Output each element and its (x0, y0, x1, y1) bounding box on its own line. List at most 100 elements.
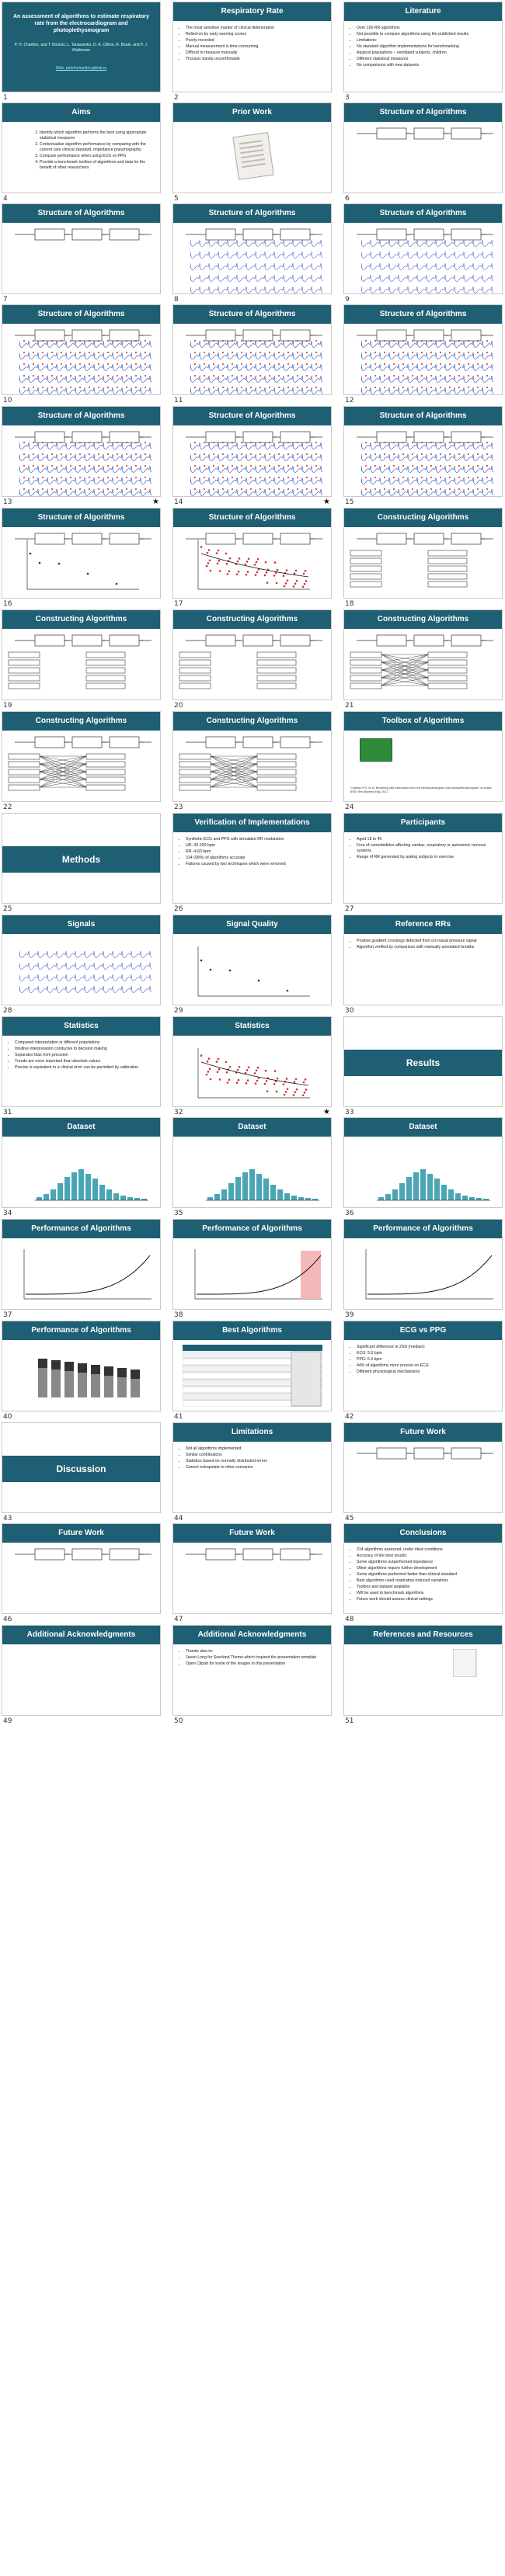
slide-cell[interactable]: Future Work 47 (172, 1523, 332, 1626)
slide-thumbnail[interactable]: Constructing Algorithms (172, 711, 332, 802)
slide-cell[interactable]: An assessment of algorithms to estimate … (2, 2, 161, 104)
slide-cell[interactable]: Dataset 36 (343, 1117, 503, 1220)
slide-cell[interactable]: Future Work 45 (343, 1422, 503, 1525)
slide-thumbnail[interactable]: Future Work (172, 1523, 332, 1614)
slide-thumbnail[interactable]: Structure of Algorithms (2, 406, 161, 497)
slide-thumbnail[interactable]: Literature Over 100 RR algorithmsNot poss… (343, 2, 503, 92)
slide-thumbnail[interactable]: Signals (2, 915, 161, 1005)
slide-cell[interactable]: Dataset 35 (172, 1117, 332, 1220)
star-icon[interactable]: ★ (323, 1108, 330, 1116)
slide-thumbnail[interactable]: Structure of Algorithms (343, 304, 503, 395)
slide-thumbnail[interactable]: Constructing Algorithms (343, 508, 503, 599)
toolbox-icon[interactable] (360, 738, 392, 762)
slide-cell[interactable]: Methods 25 (2, 813, 161, 915)
slide-cell[interactable]: Future Work 46 (2, 1523, 161, 1626)
slide-thumbnail[interactable]: Conclusions 314 algorithms assessed, unde… (343, 1523, 503, 1614)
slide-cell[interactable]: Structure of Algorithms 9 (343, 203, 503, 306)
slide-cell[interactable]: Best Algorithms 41 (172, 1321, 332, 1423)
slide-cell[interactable]: Statistics 32 ★ (172, 1016, 332, 1119)
slide-thumbnail[interactable]: Dataset (343, 1117, 503, 1208)
slide-thumbnail[interactable]: Participants Aged 18 to 45Free of comorbi… (343, 813, 503, 904)
slide-thumbnail[interactable]: Aims Identify which algorithm performs th… (2, 102, 161, 193)
slide-cell[interactable]: Dataset 34 (2, 1117, 161, 1220)
slide-thumbnail[interactable]: An assessment of algorithms to estimate … (2, 2, 161, 92)
slide-cell[interactable]: Verification of Implementations Synthetic… (172, 813, 332, 915)
slide-cell[interactable]: Constructing Algorithms 19 (2, 609, 161, 712)
slide-cell[interactable]: Limitations Not all algorithms implemente… (172, 1422, 332, 1525)
star-icon[interactable]: ★ (152, 498, 159, 506)
slide-thumbnail[interactable]: Additional Acknowledgments (2, 1625, 161, 1716)
slide-thumbnail[interactable]: Respiratory Rate The most sensitive marke… (172, 2, 332, 92)
slide-thumbnail[interactable]: Constructing Algorithms (2, 609, 161, 700)
slide-thumbnail[interactable]: Statistics (172, 1016, 332, 1107)
slide-cell[interactable]: Constructing Algorithms 21 (343, 609, 503, 712)
slide-cell[interactable]: Constructing Algorithms 18 (343, 508, 503, 610)
slide-thumbnail[interactable]: Verification of Implementations Synthetic… (172, 813, 332, 904)
star-icon[interactable]: ★ (323, 498, 330, 506)
slide-thumbnail[interactable]: Limitations Not all algorithms implemente… (172, 1422, 332, 1513)
slide-cell[interactable]: Constructing Algorithms 22 (2, 711, 161, 814)
slide-cell[interactable]: Signal Quality 29 (172, 915, 332, 1017)
slide-thumbnail[interactable]: Reference RRs Positive gradient crossings… (343, 915, 503, 1005)
slide-cell[interactable]: Structure of Algorithms 17 (172, 508, 332, 610)
slide-cell[interactable]: Participants Aged 18 to 45Free of comorbi… (343, 813, 503, 915)
slide-thumbnail[interactable]: Constructing Algorithms (343, 609, 503, 700)
slide-cell[interactable]: Structure of Algorithms 11 (172, 304, 332, 407)
slide-cell[interactable]: Structure of Algorithms 10 (2, 304, 161, 407)
slide-cell[interactable]: Performance of Algorithms 38 (172, 1219, 332, 1321)
slide-cell[interactable]: Reference RRs Positive gradient crossings… (343, 915, 503, 1017)
slide-thumbnail[interactable]: Constructing Algorithms (172, 609, 332, 700)
slide-cell[interactable]: Structure of Algorithms 12 (343, 304, 503, 407)
slide-thumbnail[interactable]: Performance of Algorithms (2, 1219, 161, 1310)
slide-thumbnail[interactable]: Constructing Algorithms (2, 711, 161, 802)
slide-cell[interactable]: Constructing Algorithms 23 (172, 711, 332, 814)
slide-thumbnail[interactable]: Future Work (2, 1523, 161, 1614)
slide-thumbnail[interactable]: Structure of Algorithms (2, 203, 161, 294)
slide-cell[interactable]: Performance of Algorithms 39 (343, 1219, 503, 1321)
slide-cell[interactable]: Respiratory Rate The most sensitive marke… (172, 2, 332, 104)
slide-cell[interactable]: ECG vs PPG Significant difference in 2SD … (343, 1321, 503, 1423)
slide-cell[interactable]: Results 33 (343, 1016, 503, 1119)
slide-cell[interactable]: Performance of Algorithms 37 (2, 1219, 161, 1321)
slide-link[interactable]: Web: peterhcharlton.github.io (55, 66, 107, 71)
slide-thumbnail[interactable]: Structure of Algorithms (172, 203, 332, 294)
slide-cell[interactable]: Aims Identify which algorithm performs th… (2, 102, 161, 205)
slide-thumbnail[interactable]: Signal Quality (172, 915, 332, 1005)
slide-cell[interactable]: Additional Acknowledgments 49 (2, 1625, 161, 1727)
slide-cell[interactable]: Signals 28 (2, 915, 161, 1017)
slide-thumbnail[interactable]: Future Work (343, 1422, 503, 1513)
slide-thumbnail[interactable]: Performance of Algorithms (2, 1321, 161, 1411)
slide-cell[interactable]: Structure of Algorithms 14 ★ (172, 406, 332, 509)
slide-cell[interactable]: References and Resources 51 (343, 1625, 503, 1727)
slide-thumbnail[interactable]: Structure of Algorithms (172, 508, 332, 599)
slide-thumbnail[interactable]: References and Resources (343, 1625, 503, 1716)
slide-cell[interactable]: Prior Work 5 (172, 102, 332, 205)
slide-cell[interactable]: Statistics Compared interpretation in dif… (2, 1016, 161, 1119)
slide-cell[interactable]: Constructing Algorithms 20 (172, 609, 332, 712)
slide-thumbnail[interactable]: Methods (2, 813, 161, 904)
slide-thumbnail[interactable]: Discussion (2, 1422, 161, 1513)
slide-cell[interactable]: Structure of Algorithms 13 ★ (2, 406, 161, 509)
slide-thumbnail[interactable]: Statistics Compared interpretation in dif… (2, 1016, 161, 1107)
slide-cell[interactable]: Structure of Algorithms 8 (172, 203, 332, 306)
slide-thumbnail[interactable]: Structure of Algorithms (2, 304, 161, 395)
slide-thumbnail[interactable]: Prior Work (172, 102, 332, 193)
slide-thumbnail[interactable]: Structure of Algorithms (343, 203, 503, 294)
slide-cell[interactable]: Discussion 43 (2, 1422, 161, 1525)
slide-cell[interactable]: Additional Acknowledgments Thanks also to… (172, 1625, 332, 1727)
slide-cell[interactable]: Structure of Algorithms 6 (343, 102, 503, 205)
slide-cell[interactable]: Literature Over 100 RR algorithmsNot poss… (343, 2, 503, 104)
slide-thumbnail[interactable]: Dataset (172, 1117, 332, 1208)
slide-thumbnail[interactable]: Structure of Algorithms (172, 304, 332, 395)
slide-cell[interactable]: Structure of Algorithms 15 (343, 406, 503, 509)
slide-thumbnail[interactable]: ECG vs PPG Significant difference in 2SD … (343, 1321, 503, 1411)
slide-thumbnail[interactable]: Performance of Algorithms (343, 1219, 503, 1310)
slide-cell[interactable]: Structure of Algorithms 7 (2, 203, 161, 306)
slide-thumbnail[interactable]: Performance of Algorithms (172, 1219, 332, 1310)
slide-cell[interactable]: Performance of Algorithms 40 (2, 1321, 161, 1423)
slide-thumbnail[interactable]: Results (343, 1016, 503, 1107)
slide-thumbnail[interactable]: Additional Acknowledgments Thanks also to… (172, 1625, 332, 1716)
slide-thumbnail[interactable]: Structure of Algorithms (343, 102, 503, 193)
slide-thumbnail[interactable]: Structure of Algorithms (172, 406, 332, 497)
slide-thumbnail[interactable]: Toolbox of Algorithms Charlton P.H. et al… (343, 711, 503, 802)
